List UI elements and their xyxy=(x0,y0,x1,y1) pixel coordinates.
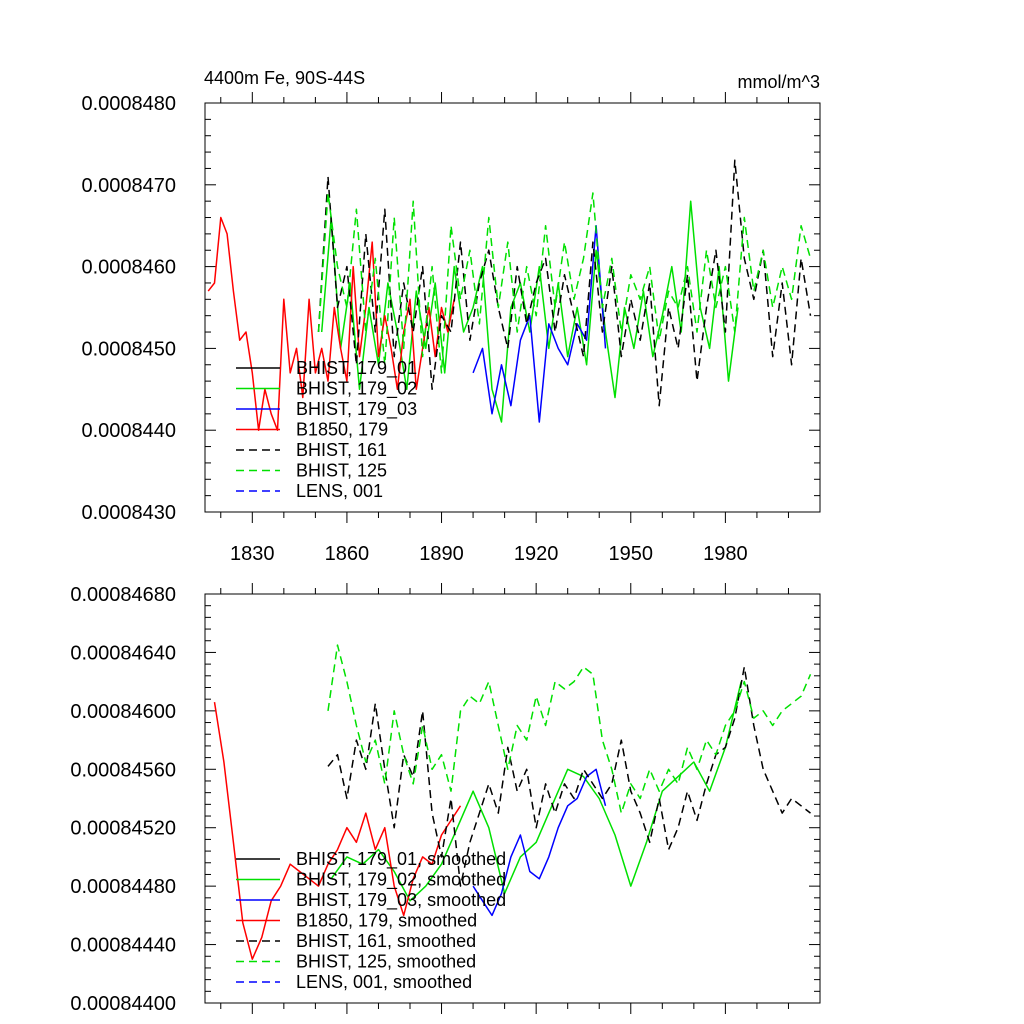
legend-label: BHIST, 161, smoothed xyxy=(296,931,476,951)
bottom-panel: 0.00084400 0.00084440 0.00084480 0.00084520… xyxy=(70,583,821,1015)
legend-label: BHIST, 179_01, smoothed xyxy=(296,849,506,870)
x-tick-label: 1920 xyxy=(514,543,559,565)
x-tick-label: 1890 xyxy=(419,543,464,565)
top-panel-title-right: mmol/m^3 xyxy=(738,72,820,92)
legend-label: BHIST, 161 xyxy=(296,440,387,460)
legend-label: BHIST, 125 xyxy=(296,461,387,481)
legend-label: LENS, 001 xyxy=(296,481,383,501)
y-tick-label: 0.00084680 xyxy=(70,584,176,606)
series-line-bhist-125 xyxy=(317,192,812,374)
series-line-bhist-125-smoothed xyxy=(327,644,812,814)
y-tick-label: 0.0008440 xyxy=(81,420,176,442)
legend-label: B1850, 179, smoothed xyxy=(296,911,477,931)
y-tick-label: 0.00084520 xyxy=(70,818,176,840)
y-tick-label: 0.00084560 xyxy=(70,759,176,781)
top-panel-title-left: 4400m Fe, 90S-44S xyxy=(204,68,365,88)
series-line-bhist-179-02 xyxy=(320,200,739,423)
plot-frame xyxy=(204,593,821,1004)
x-tick-label: 1830 xyxy=(230,543,275,565)
y-tick-label: 0.0008460 xyxy=(81,257,176,279)
plot-frame xyxy=(204,102,821,513)
top-panel: 4400m Fe, 90S-44S mmol/m^3 0.0008430 0.00… xyxy=(81,68,821,565)
series-line-bhist-179-02-smoothed xyxy=(330,681,742,902)
y-tick-label: 0.0008480 xyxy=(81,93,176,115)
y-tick-label: 0.0008450 xyxy=(81,338,176,360)
legend-label: B1850, 179 xyxy=(296,420,388,440)
y-tick-label: 0.0008470 xyxy=(81,175,176,197)
y-tick-label: 0.00084440 xyxy=(70,935,176,957)
legend-label: BHIST, 179_02 xyxy=(296,379,417,400)
series-line-bhist-161-smoothed xyxy=(327,666,811,887)
legend-label: BHIST, 179_02, smoothed xyxy=(296,870,506,891)
legend-label: BHIST, 179_03 xyxy=(296,399,417,420)
series-line-b1850-179 xyxy=(207,216,455,431)
y-tick-label: 0.00084400 xyxy=(70,993,176,1015)
x-tick-label: 1980 xyxy=(703,543,748,565)
x-tick-label: 1950 xyxy=(609,543,654,565)
series-line-b1850-179-smoothed xyxy=(213,701,462,960)
y-tick-label: 0.00084600 xyxy=(70,701,176,723)
series-line-bhist-179-03 xyxy=(472,224,607,423)
x-tick-label: 1860 xyxy=(325,543,370,565)
series-line-bhist-161 xyxy=(317,159,812,407)
y-tick-label: 0.0008430 xyxy=(81,502,176,524)
legend-label: BHIST, 179_03, smoothed xyxy=(296,890,506,911)
legend-label: LENS, 001, smoothed xyxy=(296,972,472,992)
y-tick-label: 0.00084480 xyxy=(70,876,176,898)
legend-label: BHIST, 125, smoothed xyxy=(296,952,476,972)
y-tick-label: 0.00084640 xyxy=(70,642,176,664)
legend-label: BHIST, 179_01 xyxy=(296,358,417,379)
series-line-bhist-179-03-smoothed xyxy=(472,768,607,917)
